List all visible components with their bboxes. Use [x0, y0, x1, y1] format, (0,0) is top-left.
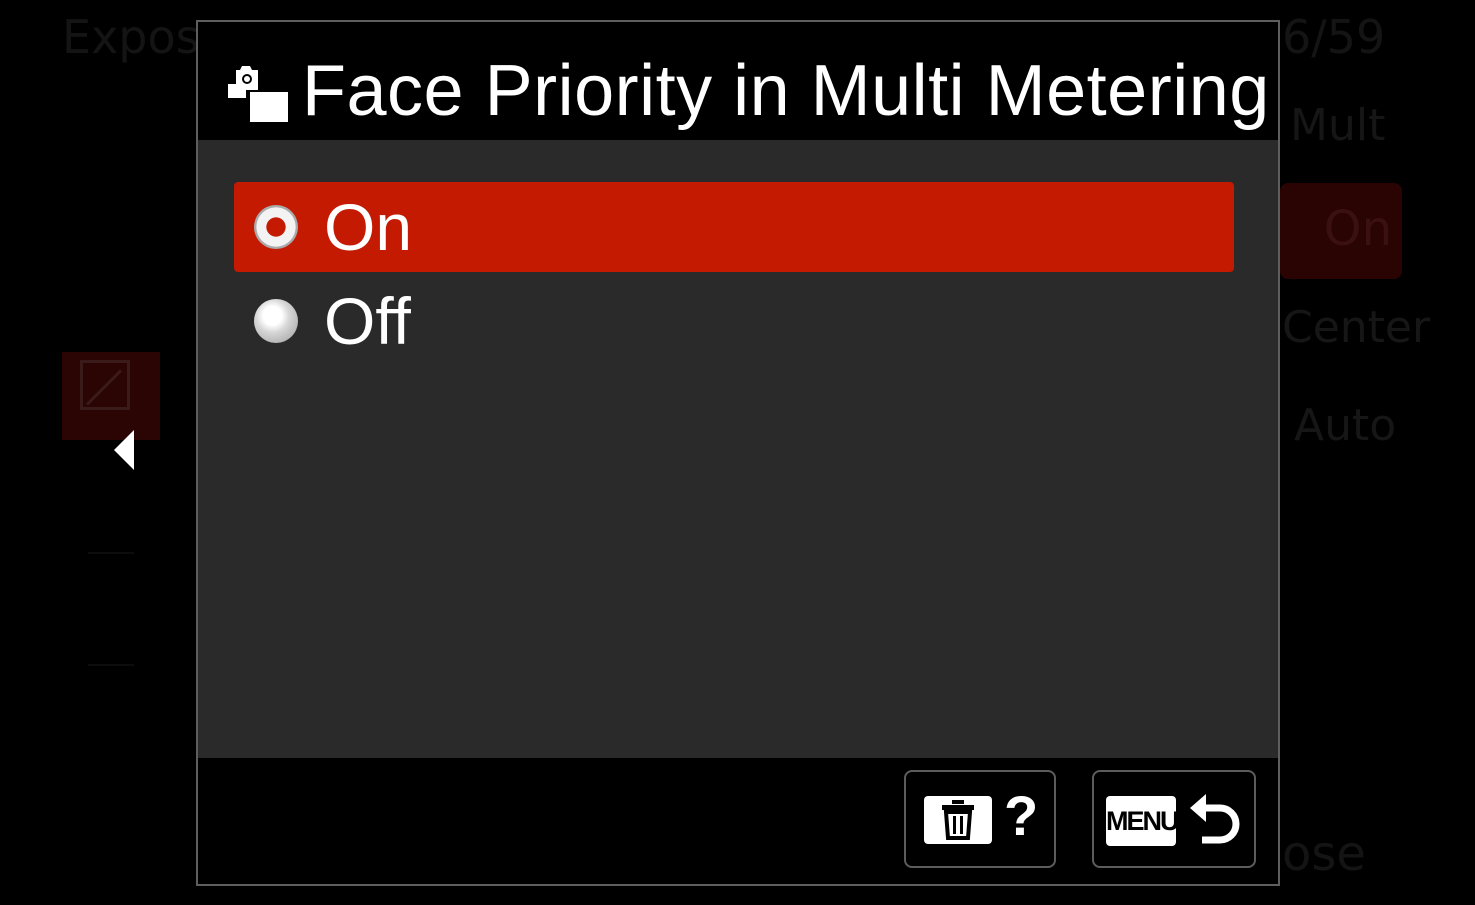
- radio-unselected-icon: [254, 299, 298, 343]
- option-label: On: [324, 190, 413, 264]
- dialog-footer: ? MENU: [198, 758, 1278, 884]
- option-label: Off: [324, 284, 411, 358]
- exposure-comp-category-tab: [62, 352, 160, 440]
- help-button[interactable]: ?: [904, 770, 1056, 868]
- dialog-header: Face Priority in Multi Metering: [198, 22, 1278, 140]
- divider: [88, 664, 134, 666]
- trash-icon: [942, 800, 974, 840]
- face-metering-icon: [228, 66, 288, 122]
- background-menu-item: Center: [1282, 302, 1431, 353]
- option-off[interactable]: Off: [234, 276, 1234, 366]
- dialog-title: Face Priority in Multi Metering: [302, 51, 1270, 131]
- radio-selected-icon: [254, 205, 298, 249]
- background-selected-value: On: [1323, 201, 1392, 257]
- back-button[interactable]: MENU: [1092, 770, 1256, 868]
- divider: [88, 552, 134, 554]
- background-page-indicator: 6/59: [1282, 10, 1386, 64]
- background-selected-item: On: [1280, 183, 1402, 279]
- trash-key: [924, 796, 992, 844]
- return-arrow-icon: [1190, 794, 1240, 844]
- face-priority-dialog: Face Priority in Multi Metering On Off: [196, 20, 1280, 886]
- menu-key: MENU: [1106, 796, 1180, 846]
- background-menu-item: Mult: [1290, 100, 1386, 151]
- help-label: ?: [1004, 784, 1039, 847]
- background-menu-item: Auto: [1294, 400, 1397, 451]
- background-menu-title: Expos: [62, 10, 200, 64]
- option-on[interactable]: On: [234, 182, 1234, 272]
- left-arrow-icon[interactable]: [114, 430, 134, 470]
- options-list: On Off: [234, 182, 1234, 370]
- exposure-comp-icon: [80, 360, 130, 410]
- background-close-label: ose: [1282, 826, 1366, 882]
